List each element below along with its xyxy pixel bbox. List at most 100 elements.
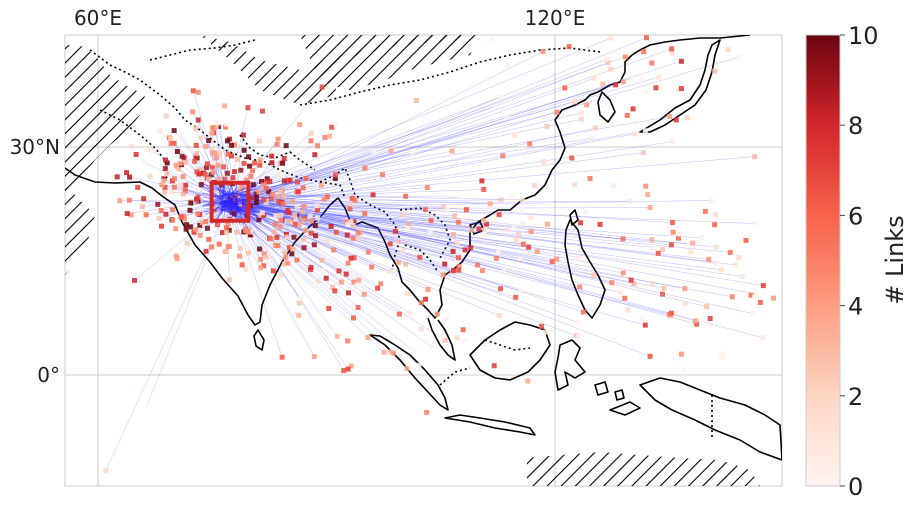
link-count-cell	[281, 178, 287, 184]
link-count-cell	[158, 208, 164, 214]
link-line	[223, 194, 394, 354]
link-count-cell	[655, 250, 661, 256]
link-count-cell	[355, 230, 361, 236]
link-count-cell	[668, 242, 674, 248]
link-count-cell	[278, 189, 284, 195]
link-count-cell	[428, 344, 434, 350]
link-count-cell	[323, 275, 329, 281]
link-line	[165, 168, 226, 202]
link-count-cell	[312, 152, 318, 158]
link-count-cell	[676, 86, 682, 92]
link-count-cell	[569, 155, 575, 161]
link-count-cell	[301, 245, 307, 251]
link-count-cell	[620, 236, 626, 242]
link-line	[233, 208, 702, 239]
link-count-cell	[760, 335, 766, 341]
link-count-cell	[338, 279, 344, 285]
link-count-cell	[226, 277, 232, 283]
link-count-cell	[442, 261, 448, 267]
link-count-cell	[238, 167, 244, 173]
link-line	[224, 195, 244, 211]
link-count-cell	[423, 296, 429, 302]
link-count-cell	[605, 60, 611, 66]
link-count-cell	[331, 247, 337, 253]
link-count-cell	[577, 284, 583, 290]
link-count-cell	[213, 155, 219, 161]
link-count-cell	[544, 123, 550, 129]
link-line	[234, 203, 298, 208]
link-count-cell	[387, 241, 393, 247]
link-count-cell	[443, 316, 449, 322]
link-count-cell	[692, 318, 698, 324]
link-count-cell	[640, 256, 646, 262]
link-count-cell	[690, 240, 696, 246]
link-line	[225, 197, 233, 207]
link-count-cell	[259, 210, 265, 216]
link-count-cell	[209, 164, 215, 170]
hatch-west	[65, 35, 470, 200]
link-count-cell	[699, 235, 705, 241]
link-count-cell	[329, 124, 335, 130]
link-count-cell	[241, 147, 247, 153]
link-count-cell	[198, 167, 204, 173]
link-count-cell	[301, 236, 307, 242]
link-line	[229, 204, 420, 366]
link-count-cell	[511, 225, 517, 231]
link-count-cell	[268, 195, 274, 201]
link-count-cell	[344, 219, 350, 225]
link-line	[146, 201, 230, 407]
colorbar-label: # Links	[881, 215, 909, 304]
link-line	[222, 188, 226, 210]
link-line	[220, 205, 400, 315]
link-line	[204, 201, 232, 206]
link-count-cell	[231, 211, 237, 217]
link-count-cell	[670, 229, 676, 235]
link-count-cell	[532, 183, 538, 189]
link-count-cell	[362, 211, 368, 217]
coast-philippines	[564, 219, 606, 319]
link-count-cell	[462, 247, 468, 253]
link-count-cell	[216, 241, 222, 247]
link-line	[229, 151, 413, 207]
link-count-cell	[286, 210, 292, 216]
link-line	[224, 191, 250, 207]
link-count-cell	[534, 248, 540, 254]
link-count-cell	[301, 203, 307, 209]
link-line	[236, 195, 239, 203]
link-line	[227, 208, 577, 337]
link-count-cell	[388, 148, 394, 154]
link-count-cell	[713, 212, 719, 218]
link-count-cell	[348, 363, 354, 369]
link-count-cell	[297, 122, 303, 128]
link-count-cell	[184, 222, 190, 228]
link-count-cell	[670, 220, 676, 226]
link-line	[221, 191, 251, 203]
lon-tick-label-60: 60°E	[74, 6, 122, 30]
link-line	[228, 209, 487, 225]
link-count-cell	[753, 291, 759, 297]
link-count-cell	[261, 263, 267, 269]
link-count-cell	[365, 249, 371, 255]
link-count-cell	[348, 255, 354, 261]
link-count-cell	[719, 267, 725, 273]
link-line	[225, 208, 295, 238]
link-line	[209, 183, 240, 208]
link-line	[228, 208, 234, 211]
link-line	[234, 156, 755, 202]
link-count-cell	[468, 245, 474, 251]
link-count-cell	[566, 44, 572, 50]
link-count-cell	[386, 268, 392, 274]
link-count-cell	[400, 248, 406, 254]
link-count-cell	[509, 194, 515, 200]
link-count-cell	[209, 244, 215, 250]
link-count-cell	[370, 192, 376, 198]
link-count-cell	[348, 219, 354, 225]
link-count-cell	[296, 222, 302, 228]
link-line	[228, 208, 385, 353]
link-count-cell	[257, 157, 263, 163]
link-count-cell	[289, 251, 295, 257]
link-line	[222, 200, 264, 216]
link-line	[227, 209, 305, 249]
link-line	[220, 198, 281, 228]
link-count-cell	[489, 37, 495, 43]
